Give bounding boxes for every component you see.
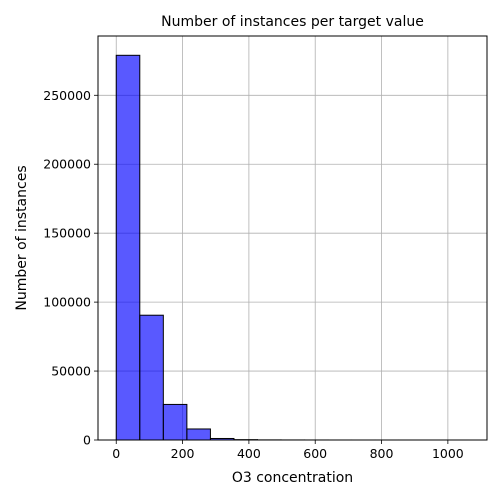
- y-tick-label: 150000: [43, 226, 91, 241]
- histogram-bars: [115, 54, 470, 441]
- histogram-bar: [115, 54, 141, 441]
- chart-title: Number of instances per target value: [161, 14, 424, 30]
- y-tick-label: 200000: [43, 157, 91, 172]
- y-axis-label: Number of instances: [14, 165, 30, 310]
- x-tick-label: 800: [370, 446, 394, 461]
- histogram-bar: [139, 314, 164, 441]
- x-tick-label: 0: [112, 446, 120, 461]
- histogram-bar: [186, 428, 211, 441]
- grid-lines: [98, 36, 487, 441]
- x-tick-label: 200: [171, 446, 195, 461]
- x-axis-label: O3 concentration: [232, 470, 353, 486]
- y-tick-label: 50000: [51, 364, 91, 379]
- y-tick-label: 100000: [43, 295, 91, 310]
- x-tick-label: 600: [303, 446, 327, 461]
- x-tick-label: 1000: [432, 446, 464, 461]
- x-tick-label: 400: [237, 446, 261, 461]
- y-tick-label: 0: [83, 433, 91, 448]
- y-tick-label: 250000: [43, 88, 91, 103]
- histogram-bar: [162, 403, 188, 441]
- plot-frame: [97, 35, 488, 441]
- axis-ticks: 0 200 400 600 800 1000 0 50000 100000 150000 20000…: [43, 88, 464, 461]
